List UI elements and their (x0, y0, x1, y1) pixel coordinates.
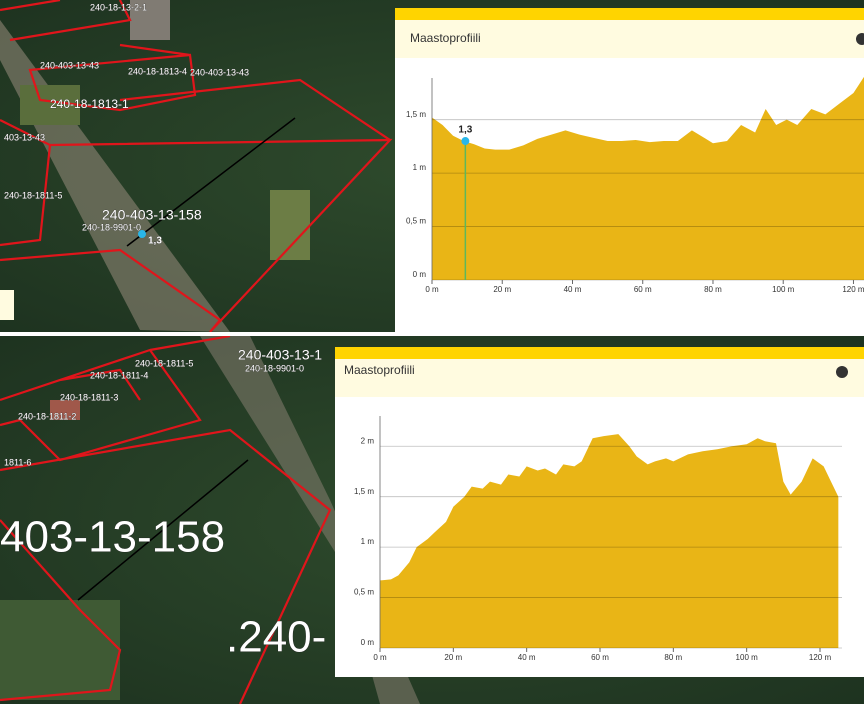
y-tick-label: 1 m (361, 537, 375, 546)
marker-label: 1,3 (458, 125, 472, 136)
y-tick-label: 0 m (361, 638, 375, 647)
panel-header (395, 20, 864, 58)
y-tick-label: 1,5 m (406, 110, 426, 119)
parcel-label: 403-13-43 (4, 132, 45, 142)
y-tick-label: 2 m (361, 436, 375, 445)
parcel-label: 240-403-13-158 (102, 207, 202, 223)
parcel-label: 1811-6 (4, 457, 31, 467)
parcel-label: 240-403-13-43 (40, 60, 99, 70)
close-button[interactable] (856, 33, 864, 45)
parcel-label: 240-18-1813-1 (50, 97, 129, 111)
parcel-label: 240-403-13-1 (238, 347, 322, 363)
parcel-label: 240-18-1811-5 (135, 358, 193, 368)
x-tick-label: 100 m (736, 653, 759, 662)
x-tick-label: 0 m (373, 653, 387, 662)
y-tick-label: 0 m (413, 270, 427, 279)
x-tick-label: 0 m (425, 285, 439, 294)
parcel-label: .240- (226, 613, 326, 662)
panel-top-bar (395, 8, 864, 20)
parcel-label: 240-18-1811-4 (90, 370, 148, 380)
x-tick-label: 100 m (772, 285, 795, 294)
profile-area (380, 434, 839, 648)
x-tick-label: 40 m (518, 653, 536, 662)
parcel-label: 240-18-1811-5 (4, 190, 62, 200)
x-tick-label: 20 m (493, 285, 511, 294)
x-tick-label: 80 m (664, 653, 682, 662)
parcel-label: 240-18-1813-4 (128, 66, 187, 76)
close-button[interactable] (836, 366, 848, 378)
profile-panels: Maastoprofiili 0 m 0,5 m 1 m 1,5 m 0 m 20 m 40 … (335, 8, 864, 677)
y-tick-label: 1,5 m (354, 487, 374, 496)
profile-point (138, 230, 146, 238)
parcel-label: 240-18-1811-2 (18, 411, 76, 421)
parcel-label: 240-18-9901-0 (245, 363, 304, 373)
x-tick-label: 120 m (809, 653, 832, 662)
point-label: 1,3 (148, 236, 162, 247)
x-tick-label: 20 m (444, 653, 462, 662)
parcel-label: 403-13-158 (0, 513, 225, 562)
panel-title: Maastoprofiili (344, 363, 415, 377)
panel-header (335, 359, 864, 397)
y-tick-label: 0,5 m (406, 217, 426, 226)
y-tick-label: 1 m (413, 163, 427, 172)
panel-title: Maastoprofiili (410, 31, 481, 45)
x-tick-label: 80 m (704, 285, 722, 294)
parcel-label: 240-18-1811-3 (60, 392, 118, 402)
parcel-label: 240-18-13-2-1 (90, 2, 147, 12)
profile-area (432, 76, 864, 280)
marker-point (461, 137, 470, 146)
parcel-label: 240-403-13-43 (190, 67, 249, 77)
y-tick-label: 0,5 m (354, 588, 374, 597)
parcel-label: 240-18-9901-0 (82, 222, 141, 232)
x-tick-label: 40 m (564, 285, 582, 294)
panel-top-bar (335, 347, 864, 359)
x-tick-label: 60 m (634, 285, 652, 294)
x-tick-label: 60 m (591, 653, 609, 662)
x-tick-label: 120 m (842, 285, 864, 294)
